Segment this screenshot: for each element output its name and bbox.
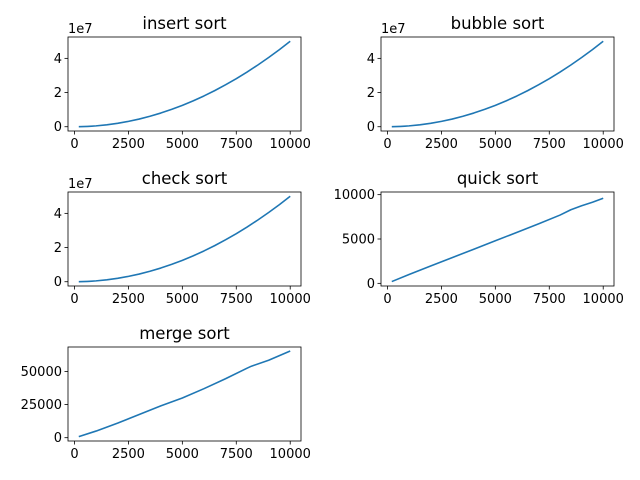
x-tick-label: 5000 [166,292,199,307]
x-tick-label: 10000 [270,137,311,152]
x-tick-label: 0 [383,137,391,152]
x-tick-label: 10000 [583,292,624,307]
y-tick-label: 4 [367,52,375,67]
x-tick-label: 5000 [479,292,512,307]
y-tick-label: 0 [367,120,375,135]
x-tick-label: 7500 [220,137,253,152]
axes-frame [67,191,302,287]
subplot-5: merge sort 0 2500 5000 7500 10000 0 25000 50000 [21,324,311,462]
y-tick-label: 0 [367,277,375,292]
subplot-title: merge sort [139,324,230,343]
subplot-title: bubble sort [451,14,545,33]
y-tick-label: 2 [367,86,375,101]
subplot-title: quick sort [457,169,539,188]
series-line [78,40,291,128]
y-tick-label: 4 [54,207,62,222]
x-tick-label: 5000 [479,137,512,152]
x-tick-label: 10000 [270,292,311,307]
x-tick-label: 2500 [425,137,458,152]
x-tick-label: 0 [70,447,78,462]
x-tick-label: 0 [383,292,391,307]
x-tick-label: 5000 [166,137,199,152]
x-tick-label: 0 [70,292,78,307]
x-tick-label: 7500 [220,447,253,462]
x-tick-label: 5000 [166,447,199,462]
series-line [78,195,291,283]
axes-frame [67,36,302,132]
y-tick-label: 25000 [21,398,62,413]
y-offset-label: 1e7 [381,22,406,37]
subplot-title: check sort [142,169,228,188]
y-offset-label: 1e7 [68,177,93,192]
x-tick-label: 2500 [112,137,145,152]
x-tick-label: 2500 [112,292,145,307]
subplot-title: insert sort [142,14,227,33]
y-tick-label: 0 [54,431,62,446]
subplot-1: insert sort 0 2500 5000 7500 10000 0 2 4 1e7 [54,14,311,152]
series-line [391,197,604,283]
y-tick-label: 10000 [334,188,375,203]
axes-frame [380,36,615,132]
series-line [391,40,604,128]
subplot-4: quick sort 0 2500 5000 7500 10000 0 5000 10000 [334,169,624,307]
x-tick-label: 0 [70,137,78,152]
x-tick-label: 2500 [112,447,145,462]
y-tick-label: 50000 [21,365,62,380]
subplot-2: bubble sort 0 2500 5000 7500 10000 0 2 4 1e7 [367,14,624,152]
x-tick-label: 10000 [583,137,624,152]
y-tick-label: 2 [54,86,62,101]
y-offset-label: 1e7 [68,22,93,37]
axes-frame [67,346,302,442]
x-tick-label: 2500 [425,292,458,307]
y-tick-label: 5000 [342,233,375,248]
subplot-3: check sort 0 2500 5000 7500 10000 0 2 4 1e7 [54,169,311,307]
y-tick-label: 2 [54,241,62,256]
x-tick-label: 7500 [533,137,566,152]
y-tick-label: 0 [54,120,62,135]
y-tick-label: 4 [54,52,62,67]
x-tick-label: 10000 [270,447,311,462]
y-tick-label: 0 [54,275,62,290]
x-tick-label: 7500 [533,292,566,307]
series-line [78,350,291,438]
x-tick-label: 7500 [220,292,253,307]
